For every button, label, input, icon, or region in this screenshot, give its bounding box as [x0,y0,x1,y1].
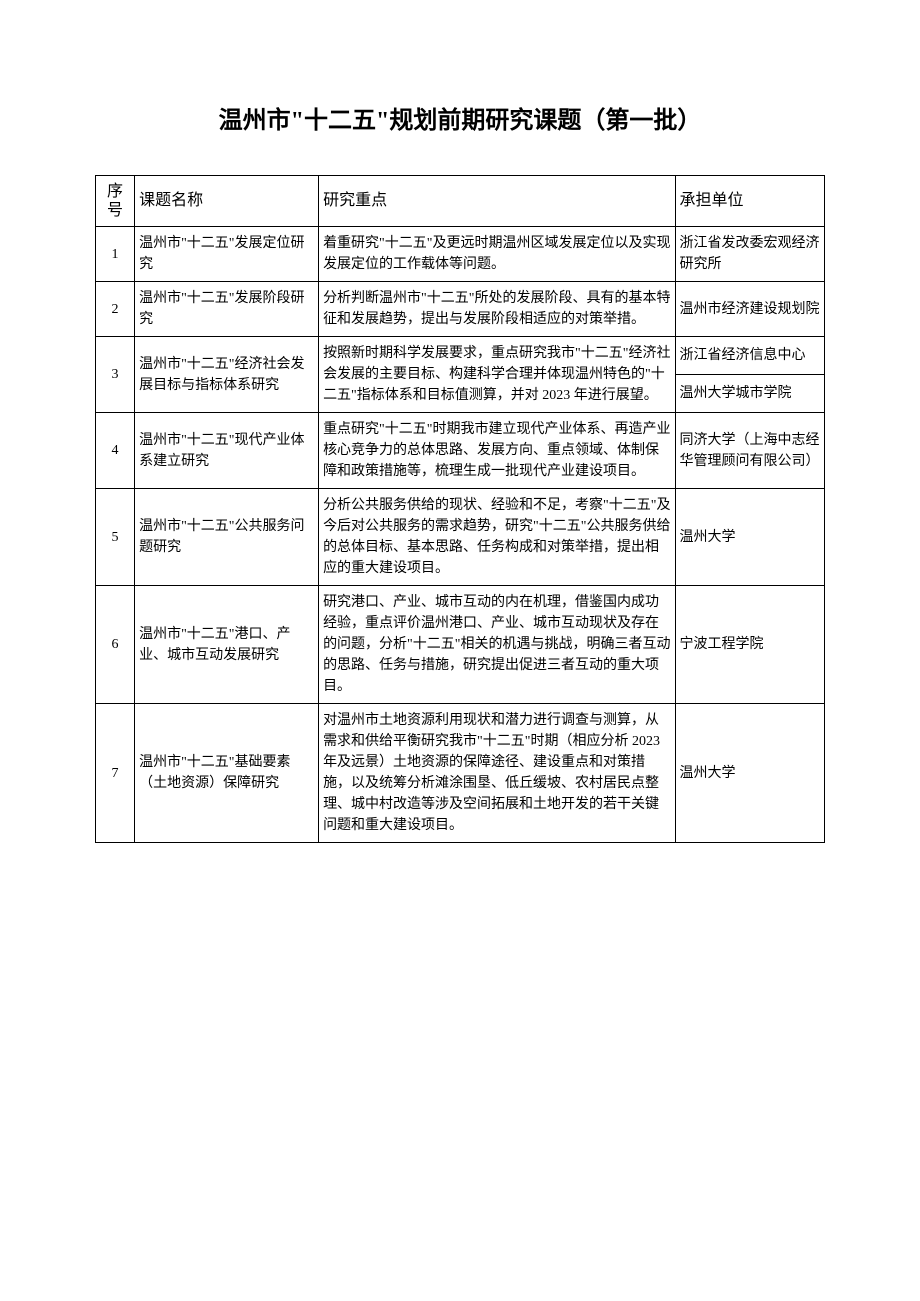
cell-seq: 5 [96,489,135,586]
cell-unit: 温州大学 [675,704,825,843]
cell-name: 温州市"十二五"现代产业体系建立研究 [135,413,319,489]
cell-unit: 浙江省发改委宏观经济研究所 [675,227,825,282]
cell-seq: 3 [96,337,135,413]
table-row: 1 温州市"十二五"发展定位研究 着重研究"十二五"及更远时期温州区域发展定位以… [96,227,825,282]
cell-focus: 按照新时期科学发展要求，重点研究我市"十二五"经济社会发展的主要目标、构建科学合… [319,337,675,413]
cell-focus: 重点研究"十二五"时期我市建立现代产业体系、再造产业核心竞争力的总体思路、发展方… [319,413,675,489]
header-seq: 序号 [96,176,135,227]
table-header-row: 序号 课题名称 研究重点 承担单位 [96,176,825,227]
cell-unit: 温州大学 [675,489,825,586]
cell-seq: 6 [96,586,135,704]
cell-focus: 着重研究"十二五"及更远时期温州区域发展定位以及实现发展定位的工作载体等问题。 [319,227,675,282]
cell-unit: 同济大学（上海中志经华管理顾问有限公司） [675,413,825,489]
table-row: 7 温州市"十二五"基础要素（土地资源）保障研究 对温州市土地资源利用现状和潜力… [96,704,825,843]
cell-unit: 浙江省经济信息中心 [675,337,825,375]
table-row: 2 温州市"十二五"发展阶段研究 分析判断温州市"十二五"所处的发展阶段、具有的… [96,282,825,337]
table-row: 6 温州市"十二五"港口、产业、城市互动发展研究 研究港口、产业、城市互动的内在… [96,586,825,704]
cell-seq: 2 [96,282,135,337]
cell-focus: 分析公共服务供给的现状、经验和不足，考察"十二五"及今后对公共服务的需求趋势，研… [319,489,675,586]
cell-focus: 对温州市土地资源利用现状和潜力进行调查与测算，从需求和供给平衡研究我市"十二五"… [319,704,675,843]
cell-seq: 4 [96,413,135,489]
cell-name: 温州市"十二五"基础要素（土地资源）保障研究 [135,704,319,843]
header-name: 课题名称 [135,176,319,227]
cell-name: 温州市"十二五"经济社会发展目标与指标体系研究 [135,337,319,413]
table-row: 5 温州市"十二五"公共服务问题研究 分析公共服务供给的现状、经验和不足，考察"… [96,489,825,586]
header-focus: 研究重点 [319,176,675,227]
cell-unit: 宁波工程学院 [675,586,825,704]
cell-focus: 分析判断温州市"十二五"所处的发展阶段、具有的基本特征和发展趋势，提出与发展阶段… [319,282,675,337]
cell-seq: 1 [96,227,135,282]
cell-unit: 温州市经济建设规划院 [675,282,825,337]
header-unit: 承担单位 [675,176,825,227]
table-row: 3 温州市"十二五"经济社会发展目标与指标体系研究 按照新时期科学发展要求，重点… [96,337,825,375]
cell-seq: 7 [96,704,135,843]
cell-name: 温州市"十二五"发展定位研究 [135,227,319,282]
page-title: 温州市"十二五"规划前期研究课题（第一批） [95,100,825,135]
cell-name: 温州市"十二五"公共服务问题研究 [135,489,319,586]
research-topics-table: 序号 课题名称 研究重点 承担单位 1 温州市"十二五"发展定位研究 着重研究"… [95,175,825,843]
cell-unit: 温州大学城市学院 [675,375,825,413]
cell-focus: 研究港口、产业、城市互动的内在机理，借鉴国内成功经验，重点评价温州港口、产业、城… [319,586,675,704]
cell-name: 温州市"十二五"发展阶段研究 [135,282,319,337]
table-row: 4 温州市"十二五"现代产业体系建立研究 重点研究"十二五"时期我市建立现代产业… [96,413,825,489]
cell-name: 温州市"十二五"港口、产业、城市互动发展研究 [135,586,319,704]
